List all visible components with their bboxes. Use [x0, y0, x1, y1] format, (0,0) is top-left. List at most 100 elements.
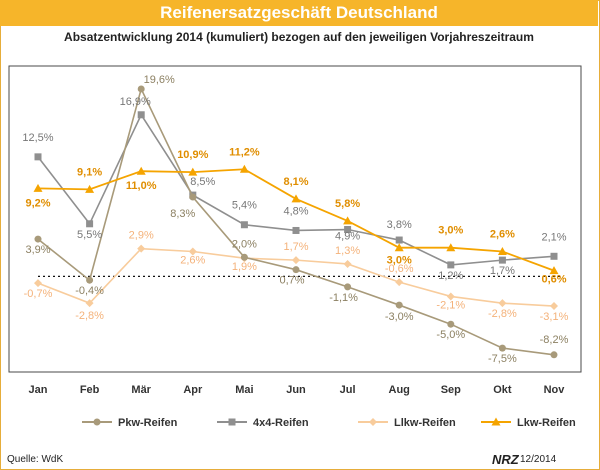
data-point-llkw-reifen-nov: [550, 302, 558, 311]
nrz-logo-text: NRZ: [492, 452, 520, 467]
data-point-pkw-reifen-m-r: [137, 85, 145, 93]
legend: Pkw-Reifen 4x4-Reifen Llkw-Reifen Lkw-Reife…: [82, 417, 576, 429]
plot-area-border: [8, 65, 582, 373]
data-point-lkw-reifen-jan: [33, 183, 43, 192]
chart-subtitle: Absatzentwicklung 2014 (kumuliert) bezog…: [64, 30, 534, 44]
data-label-lkw-reifen-sep: 3,0%: [438, 225, 463, 237]
data-point-pkw-reifen-mai: [240, 253, 248, 261]
x-tick-label: Mai: [235, 384, 253, 396]
data-label-llkw-reifen-sep: -2,1%: [436, 299, 465, 311]
data-label-pkw-reifen-jan: 3,9%: [25, 244, 50, 256]
data-point-4x4-reifen-okt: [498, 256, 506, 264]
data-label-lkw-reifen-feb: 9,1%: [77, 166, 102, 178]
x-tick-label: Nov: [544, 384, 566, 396]
data-label-llkw-reifen-jan: -0,7%: [24, 288, 53, 300]
data-point-4x4-reifen-aug: [395, 236, 403, 244]
data-label-4x4-reifen-nov: 2,1%: [541, 231, 566, 243]
series-lkw-reifen: [33, 164, 559, 275]
x-tick-label: Okt: [493, 384, 512, 396]
date-stamp: 12/2014: [520, 454, 557, 465]
data-label-pkw-reifen-nov: -8,2%: [540, 334, 569, 346]
data-labels-layer: 3,9% -0,4% 19,6% 8,3% 2,0% 0,7% -1,1% -3,0% -5,0…: [22, 74, 568, 365]
data-point-lkw-reifen-nov: [549, 266, 559, 275]
data-point-llkw-reifen-jan: [34, 279, 42, 288]
legend-label-llkw-reifen: Llkw-Reifen: [394, 417, 456, 429]
legend-item-4x4-reifen: 4x4-Reifen: [217, 417, 309, 429]
data-point-lkw-reifen-mai: [239, 164, 249, 173]
data-point-pkw-reifen-okt: [498, 344, 506, 352]
data-point-pkw-reifen-apr: [189, 193, 197, 201]
data-point-4x4-reifen-nov: [550, 252, 558, 260]
x-axis-tick-labels: Jan Feb Mär Apr Mai Jun Jul Aug Sep Okt Nov: [29, 384, 566, 396]
data-label-4x4-reifen-jun: 4,8%: [283, 205, 308, 217]
data-point-llkw-reifen-jun: [292, 256, 300, 265]
data-label-lkw-reifen-aug: 3,0%: [387, 255, 412, 267]
data-point-4x4-reifen-jul: [344, 226, 352, 234]
data-point-llkw-reifen-jul: [343, 259, 352, 268]
x-tick-label: Aug: [389, 384, 410, 396]
data-point-lkw-reifen-sep: [446, 243, 456, 252]
data-point-llkw-reifen-feb: [85, 299, 94, 308]
chart-title: Reifenersatzgeschäft Deutschland: [0, 0, 598, 26]
x-tick-label: Apr: [183, 384, 203, 396]
data-label-lkw-reifen-jul: 5,8%: [335, 198, 360, 210]
data-label-llkw-reifen-okt: -2,8%: [488, 308, 517, 320]
data-label-pkw-reifen-okt: -7,5%: [488, 353, 517, 365]
data-label-lkw-reifen-nov: 0,6%: [541, 274, 566, 286]
data-point-lkw-reifen-feb: [85, 184, 95, 193]
x-tick-label: Mär: [131, 384, 151, 396]
legend-item-lkw-reifen: Lkw-Reifen: [481, 417, 576, 429]
data-point-lkw-reifen-apr: [188, 167, 198, 176]
legend-item-pkw-reifen: Pkw-Reifen: [82, 417, 178, 429]
source-note: Quelle: WdK: [7, 454, 64, 465]
data-point-4x4-reifen-m-r: [137, 111, 145, 119]
data-point-llkw-reifen-sep: [446, 292, 455, 301]
data-label-lkw-reifen-apr: 10,9%: [177, 149, 208, 161]
data-point-lkw-reifen-aug: [394, 243, 404, 252]
data-label-4x4-reifen-jul: 4,9%: [335, 231, 360, 243]
x-tick-label: Sep: [441, 384, 461, 396]
data-point-4x4-reifen-mai: [240, 221, 248, 229]
data-label-llkw-reifen-jun: 1,7%: [283, 241, 308, 253]
data-label-pkw-reifen-sep: -5,0%: [436, 329, 465, 341]
data-label-llkw-reifen-feb: -2,8%: [75, 310, 104, 322]
data-label-pkw-reifen-aug: -3,0%: [385, 311, 414, 323]
legend-marker-pkw-reifen: [93, 418, 101, 426]
data-label-4x4-reifen-jan: 12,5%: [22, 132, 53, 144]
data-label-lkw-reifen-mai: 11,2%: [229, 146, 260, 158]
series-llkw-reifen: [34, 244, 558, 311]
data-point-pkw-reifen-jul: [344, 283, 352, 291]
data-point-4x4-reifen-feb: [86, 220, 94, 228]
x-tick-label: Feb: [80, 384, 100, 396]
series-pkw-reifen: [34, 85, 558, 359]
data-point-llkw-reifen-aug: [395, 278, 404, 287]
data-label-pkw-reifen-jun: 0,7%: [279, 275, 304, 287]
data-point-llkw-reifen-m-r: [137, 244, 146, 253]
series-layer: [33, 85, 559, 359]
data-label-llkw-reifen-apr: 2,6%: [180, 255, 205, 267]
legend-marker-lkw-reifen: [491, 417, 501, 426]
legend-label-4x4-reifen: 4x4-Reifen: [253, 417, 309, 429]
data-label-llkw-reifen-jul: 1,3%: [335, 245, 360, 257]
data-point-llkw-reifen-apr: [188, 247, 197, 256]
data-label-pkw-reifen-m-r: 19,6%: [144, 74, 175, 86]
data-label-4x4-reifen-m-r: 16,9%: [120, 96, 151, 108]
data-point-lkw-reifen-jun: [291, 194, 301, 203]
legend-label-pkw-reifen: Pkw-Reifen: [118, 417, 178, 429]
data-label-pkw-reifen-feb: -0,4%: [75, 285, 104, 297]
data-point-llkw-reifen-okt: [498, 299, 507, 308]
data-point-pkw-reifen-nov: [550, 351, 558, 359]
data-point-pkw-reifen-sep: [447, 320, 455, 328]
data-label-lkw-reifen-jun: 8,1%: [283, 176, 308, 188]
data-point-pkw-reifen-jun: [292, 266, 300, 274]
data-point-pkw-reifen-aug: [395, 301, 403, 309]
data-label-4x4-reifen-apr: 8,5%: [190, 176, 215, 188]
data-label-4x4-reifen-aug: 3,8%: [387, 219, 412, 231]
data-point-lkw-reifen-m-r: [136, 166, 146, 175]
data-label-4x4-reifen-sep: 1,2%: [438, 270, 463, 282]
data-label-4x4-reifen-okt: 1,7%: [490, 265, 515, 277]
nrz-logo: NRZ: [492, 452, 520, 467]
data-label-pkw-reifen-jul: -1,1%: [329, 292, 358, 304]
